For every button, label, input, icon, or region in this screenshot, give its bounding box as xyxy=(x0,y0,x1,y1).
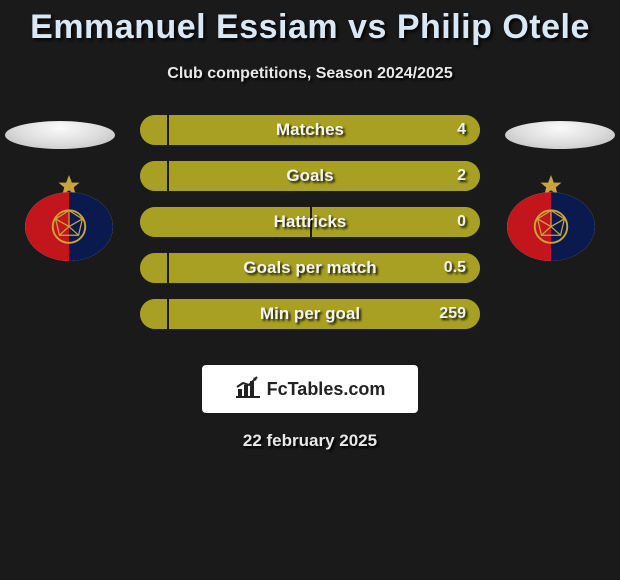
stat-bar-fill-right xyxy=(167,115,480,145)
stat-value-right: 0 xyxy=(457,213,466,231)
brand-text: FcTables.com xyxy=(267,379,386,400)
club-crest-right xyxy=(502,175,600,261)
page-title: Emmanuel Essiam vs Philip Otele xyxy=(0,0,620,47)
brand-badge: FcTables.com xyxy=(202,365,418,413)
stat-value-right: 4 xyxy=(457,121,466,139)
stat-bar-fill-right xyxy=(310,207,480,237)
stat-bars: Matches4 Goals2 Hattricks0 Goals per match0… xyxy=(140,115,480,345)
stat-bar-fill-right xyxy=(167,299,480,329)
player-right-placeholder xyxy=(505,121,615,149)
stat-bar-fill-left xyxy=(140,115,167,145)
club-crest-left xyxy=(20,175,118,261)
page-subtitle: Club competitions, Season 2024/2025 xyxy=(0,65,620,83)
stat-value-right: 0.5 xyxy=(444,259,466,277)
stat-value-right: 2 xyxy=(457,167,466,185)
stat-bar-fill-right xyxy=(167,253,480,283)
stat-bar-fill-left xyxy=(140,207,310,237)
stat-bar: Matches4 xyxy=(140,115,480,145)
stat-bar: Goals2 xyxy=(140,161,480,191)
stat-bar: Min per goal259 xyxy=(140,299,480,329)
stat-bar-fill-right xyxy=(167,161,480,191)
stat-bar: Hattricks0 xyxy=(140,207,480,237)
stat-bar-fill-left xyxy=(140,253,167,283)
brand-chart-icon xyxy=(235,375,261,404)
comparison-arena: Matches4 Goals2 Hattricks0 Goals per match0… xyxy=(0,115,620,345)
stat-bar-fill-left xyxy=(140,161,167,191)
stat-value-right: 259 xyxy=(439,305,466,323)
footer-date: 22 february 2025 xyxy=(0,431,620,451)
stat-bar: Goals per match0.5 xyxy=(140,253,480,283)
stat-bar-fill-left xyxy=(140,299,167,329)
player-left-placeholder xyxy=(5,121,115,149)
